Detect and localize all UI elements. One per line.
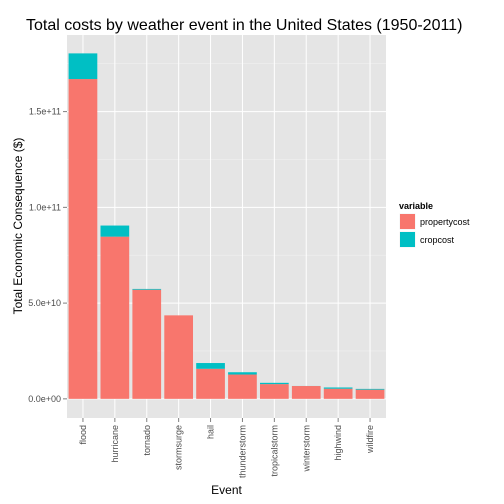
bar-cropcost-highwind	[323, 387, 353, 389]
bar-propertycost-flood	[68, 79, 98, 399]
x-tick-label-winterstorm: winterstorm	[301, 425, 311, 473]
legend-swatch-cropcost	[400, 232, 415, 247]
bar-propertycost-thunderstorm	[228, 374, 257, 399]
bar-propertycost-highwind	[323, 388, 353, 399]
bar-propertycost-tropicalstorm	[259, 384, 289, 399]
bar-propertycost-winterstorm	[291, 386, 321, 399]
x-tick-label-hail: hail	[206, 425, 216, 439]
bar-cropcost-hail	[196, 363, 225, 369]
y-tick-label: 1.0e+11	[29, 202, 61, 212]
bar-propertycost-tornado	[132, 289, 162, 399]
bar-propertycost-hurricane	[100, 236, 130, 399]
x-axis-label: Event	[211, 483, 242, 497]
bar-cropcost-wildfire	[355, 388, 385, 390]
bar-cropcost-flood	[68, 53, 98, 80]
legend-label-cropcost: cropcost	[420, 235, 455, 245]
chart-title: Total costs by weather event in the Unit…	[26, 17, 462, 34]
legend-title: variable	[399, 201, 433, 211]
bar-cropcost-tropicalstorm	[259, 382, 289, 385]
x-tick-label-stormsurge: stormsurge	[174, 425, 184, 470]
x-tick-label-thunderstorm: thunderstorm	[237, 425, 247, 478]
y-axis-label: Total Economic Consequence ($)	[11, 138, 25, 315]
y-tick-label: 5.0e+10	[28, 298, 61, 308]
x-tick-label-flood: flood	[78, 425, 88, 445]
bar-cropcost-hurricane	[100, 225, 130, 237]
x-tick-label-wildfire: wildfire	[365, 425, 375, 454]
bar-cropcost-tornado	[132, 288, 162, 290]
y-tick-label: 1.5e+11	[29, 107, 61, 117]
bar-propertycost-hail	[196, 368, 225, 399]
x-tick-label-tropicalstorm: tropicalstorm	[269, 425, 279, 477]
x-tick-label-tornado: tornado	[142, 425, 152, 456]
y-tick-label: 0.0e+00	[28, 394, 61, 404]
x-tick-label-highwind: highwind	[333, 425, 343, 461]
legend-swatch-propertycost	[400, 214, 415, 229]
bar-propertycost-wildfire	[355, 389, 385, 399]
bars	[68, 53, 385, 399]
legend: variable propertycost cropcost	[398, 201, 470, 249]
y-axis-ticks: 0.0e+00 5.0e+10 1.0e+11 1.5e+11	[28, 107, 67, 404]
bar-cropcost-thunderstorm	[228, 372, 257, 375]
legend-label-propertycost: propertycost	[420, 217, 470, 227]
x-axis-ticks: flood hurricane tornado stormsurge hail thund…	[78, 418, 375, 478]
x-tick-label-hurricane: hurricane	[110, 425, 120, 463]
bar-propertycost-stormsurge	[164, 315, 194, 399]
